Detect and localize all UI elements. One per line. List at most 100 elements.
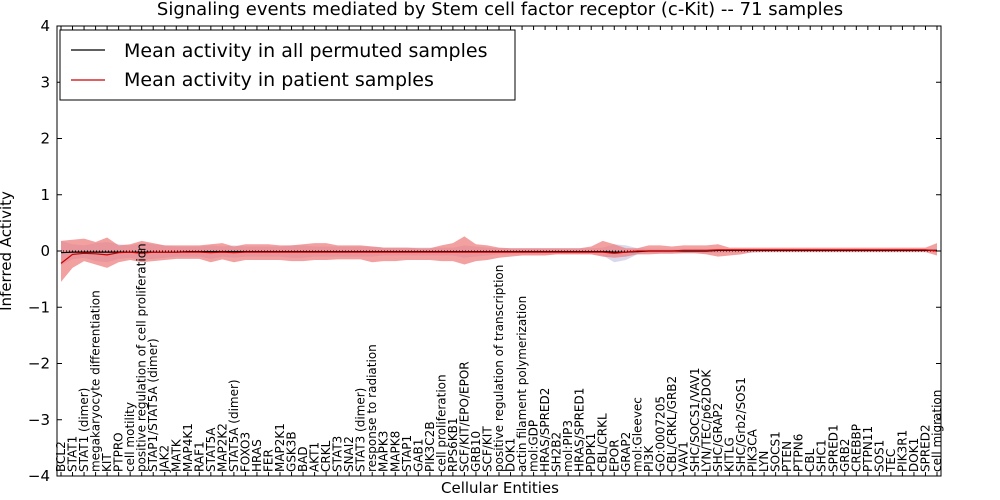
x-tick-label: STAP1 [400,435,414,472]
x-tick-label: SOS1 [872,440,886,472]
x-tick-label: BCL2 [54,441,68,472]
x-axis-title: Cellular Entities [441,479,559,497]
x-tick-label: PDPK1 [584,433,598,472]
x-tick-label: CBL [803,448,817,472]
x-tick-label: SH2B2 [550,432,564,472]
y-tick-label: 2 [40,130,50,148]
x-tick-label: STAT1 (dimer) [77,388,91,472]
x-tick-label: AKT1 [308,442,322,472]
x-tick-label: HRAS/SPRED2 [538,388,552,472]
x-tick-label: RAF1 [192,441,206,472]
legend-permuted-label: Mean activity in all permuted samples [124,40,487,62]
x-tick-label: JAK2 [158,445,172,473]
y-tick-label: 1 [40,186,50,204]
x-tick-label: SNAI2 [342,436,356,472]
x-tick-label: DOK1 [907,438,921,472]
x-tick-label: actin filament polymerization [515,296,529,472]
x-tick-label: FOXO3 [238,432,252,472]
x-tick-label: STAP1/STAT5A (dimer) [146,338,160,472]
x-tick-label: CREBBP [849,424,863,472]
y-tick-label: −1 [28,298,50,316]
y-axis-title: Inferred Activity [0,191,15,311]
x-tick-label: PIK3R1 [895,430,909,472]
legend-patient-label: Mean activity in patient samples [124,69,434,91]
x-tick-label: GRAP2 [619,432,633,472]
x-tick-label: HRAS [250,439,264,472]
x-tick-label: SCF/KIT [481,426,495,472]
x-tick-label: positive regulation of cell proliferatio… [135,243,149,472]
x-tick-label: CRKL [319,440,333,472]
x-tick-label: PTPN6 [792,434,806,472]
x-tick-label: MATK [169,438,183,472]
y-tick-label: −4 [28,467,50,485]
patient-mean-line [60,249,938,264]
x-tick-label: PI3K [642,445,656,472]
x-tick-label: STAT3 (dimer) [354,388,368,472]
x-tick-label: cell motility [123,402,137,472]
x-tick-label: CBL/CRKL [596,413,610,472]
x-tick-label: GRB2 [838,438,852,472]
x-tick-label: HRAS/SPRED1 [573,388,587,472]
x-tick-label: positive regulation of transcription [492,265,506,472]
y-tick-label: −3 [28,411,50,429]
confidence-bands [61,236,937,282]
x-tick-label: PTPN11 [861,426,875,472]
x-tick-label: BAD [296,446,310,472]
x-tick-label: megakaryocyte differentiation [89,290,103,472]
x-tick-label: MAP2K1 [273,423,287,472]
x-tick-label: mol:PIP3 [561,420,575,472]
y-axis: 4 3 2 1 0 −1 −2 −3 −4 [28,17,941,485]
x-tick-label: STAT3 [331,436,345,472]
x-tick-label: EPOR [607,439,621,472]
x-tick-label: KITLG [723,437,737,472]
x-tick-label: PTEN [780,441,794,472]
series-lines [57,249,941,264]
y-tick-label: 0 [40,242,50,260]
x-tick-label: MAP2K2 [215,423,229,472]
x-tick-label: cell migration [930,390,944,472]
x-tick-label: LYN/TEC/p62DOK [700,369,714,472]
y-tick-label: 4 [40,17,50,35]
legend-box [59,29,516,101]
x-tick-label: SHC/SOCS1/VAV1 [688,367,702,472]
x-tick-label: SHC1 [815,439,829,472]
x-tick-label: MAP4K1 [181,423,195,472]
x-tick-label: CBL/CRKL/GRB2 [665,376,679,472]
x-tick-label: VAV1 [676,441,690,472]
x-tick-label: SHC/GRAP2 [711,403,725,472]
x-tick-label: GSK3B [285,431,299,472]
x-tick-label: SCF/KIT/EPO/EPOR [457,361,471,472]
x-tick-label: SOCS1 [769,431,783,472]
patient-confidence-band [61,236,937,282]
x-tick-label: PIK3CA [746,428,760,472]
x-tick-label: FER [262,449,276,472]
x-tick-label: mol:GDP [527,420,541,472]
x-tick-label: SHC/Grb2/SOS1 [734,377,748,472]
x-tick-label: TEC [884,449,898,473]
x-tick-label: SPRED2 [919,424,933,472]
x-tick-label: GO:0007205 [653,396,667,472]
x-tick-label: RPS6KB1 [446,417,460,472]
y-tick-label: −2 [28,355,50,373]
x-tick-label: response to radiation [365,344,379,472]
x-tick-label: cell proliferation [434,374,448,472]
x-tick-label: PIK3C2B [423,421,437,472]
chart-title: Signaling events mediated by Stem cell f… [157,0,843,20]
x-tick-label: DOK1 [504,438,518,472]
x-tick-label: STAT5A (dimer) [227,379,241,472]
x-tick-label: MAPK8 [388,431,402,472]
x-tick-label: KIT [100,453,114,472]
x-tick-label: mol:Gleevec [630,397,644,472]
x-tick-label: STAT1 [66,436,80,472]
x-tick-label: LYN [757,451,771,472]
y-tick-label: 3 [40,73,50,91]
x-tick-label: STAT5A [204,427,218,472]
x-tick-label: SPRED1 [826,424,840,472]
x-tick-label: GAB1 [411,439,425,472]
x-tick-label: GRB10 [469,431,483,472]
legend: Mean activity in all permuted samples Me… [59,29,516,101]
x-tick-label: MAPK3 [377,431,391,472]
x-tick-label: PTPRO [112,432,126,472]
